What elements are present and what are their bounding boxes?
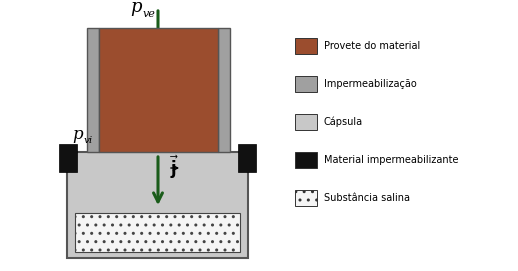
Bar <box>295 190 317 206</box>
Text: Cápsula: Cápsula <box>324 117 363 127</box>
Bar <box>75 213 240 252</box>
Text: ve: ve <box>143 9 156 19</box>
Bar <box>87 28 99 152</box>
Text: Provete do material: Provete do material <box>324 41 420 51</box>
Bar <box>295 38 317 54</box>
Bar <box>99 28 218 152</box>
Text: Material impermeabilizante: Material impermeabilizante <box>324 155 458 165</box>
Text: vi: vi <box>84 136 93 145</box>
Bar <box>59 144 77 172</box>
Bar <box>218 28 230 152</box>
Bar <box>295 76 317 92</box>
Bar <box>238 144 256 172</box>
Text: Substância salina: Substância salina <box>324 193 410 203</box>
Text: p: p <box>72 126 83 143</box>
Bar <box>67 152 248 258</box>
Bar <box>295 114 317 130</box>
Bar <box>295 152 317 168</box>
Text: Impermeabilização: Impermeabilização <box>324 79 417 89</box>
Text: $\vec{\mathbf{j}}$: $\vec{\mathbf{j}}$ <box>170 153 179 181</box>
Text: p: p <box>130 0 141 16</box>
